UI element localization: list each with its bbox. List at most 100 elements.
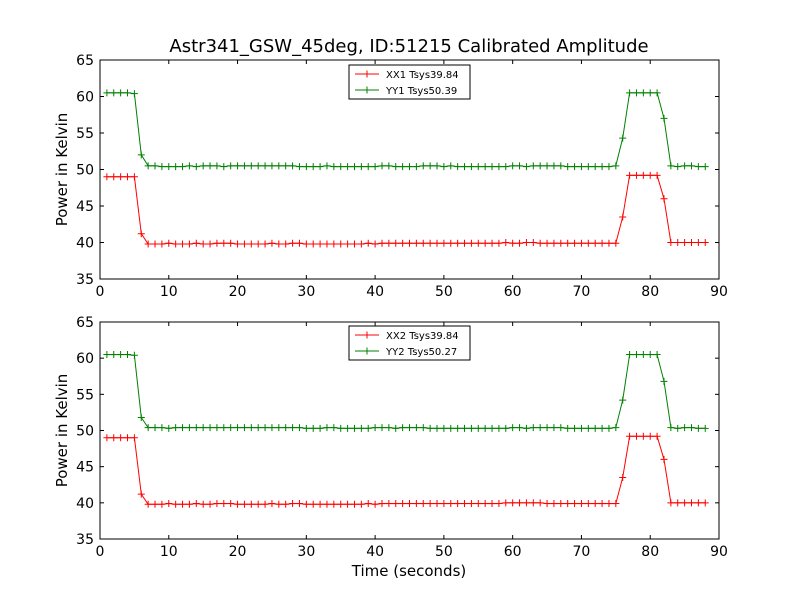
data-point [577, 424, 585, 432]
data-point [144, 240, 152, 248]
data-point [158, 500, 166, 508]
data-point [172, 163, 180, 171]
y-tick-label: 65 [76, 315, 94, 331]
data-point [130, 90, 138, 98]
data-point [536, 162, 544, 170]
data-point [626, 351, 634, 359]
data-point [289, 162, 297, 170]
data-point [323, 240, 331, 248]
series-line [106, 92, 706, 168]
data-point [268, 500, 276, 508]
data-point [130, 434, 138, 442]
data-point [605, 424, 613, 432]
x-tick-label: 20 [229, 284, 247, 300]
x-tick-label: 0 [96, 544, 105, 560]
data-point [667, 424, 675, 432]
data-point [584, 424, 592, 432]
data-point [632, 89, 640, 97]
data-point [275, 424, 283, 432]
data-point [124, 173, 132, 181]
data-point [605, 239, 613, 247]
chart-panel-2: 0 10 20 30 40 50 60 70 80 90 35 40 45 50 55 60 65 Power i… [53, 315, 728, 560]
data-point [694, 239, 702, 246]
data-point [240, 162, 248, 170]
data-point [213, 162, 221, 170]
data-point [681, 239, 689, 246]
data-point [454, 500, 462, 508]
data-point [364, 500, 372, 508]
data-point [639, 432, 647, 440]
data-point [144, 500, 152, 508]
data-point [213, 500, 221, 508]
data-point [137, 490, 145, 498]
x-tick-label: 0 [96, 284, 105, 300]
data-point [701, 499, 709, 507]
data-point [247, 424, 255, 432]
data-point [282, 240, 290, 248]
data-point [495, 424, 503, 432]
data-point [199, 240, 207, 248]
data-point [261, 500, 269, 508]
data-point [419, 239, 427, 247]
data-point [536, 239, 544, 247]
series-line [106, 435, 706, 505]
data-point [179, 240, 187, 248]
chart-title: Astr341_GSW_45deg, ID:51215 Calibrated A… [169, 36, 648, 57]
data-point [440, 239, 448, 247]
y-tick-label: 35 [76, 272, 94, 288]
data-point [412, 239, 420, 247]
data-point [646, 171, 654, 179]
data-point [412, 163, 420, 171]
data-point [344, 163, 352, 171]
data-point [399, 239, 407, 247]
data-point [543, 424, 551, 432]
data-point [295, 424, 303, 432]
data-point [467, 239, 475, 247]
data-point [344, 500, 352, 508]
data-point [447, 500, 455, 508]
data-point [536, 424, 544, 432]
data-point [701, 424, 709, 432]
data-point [137, 413, 145, 421]
legend-swatch-marker [363, 86, 371, 94]
data-point [124, 351, 132, 359]
data-point [454, 163, 462, 171]
data-point [687, 162, 695, 170]
data-point [543, 500, 551, 508]
y-tick-label: 45 [76, 199, 94, 215]
data-point [557, 500, 565, 508]
data-point [323, 424, 331, 432]
data-point [502, 499, 510, 507]
x-tick-label: 80 [641, 284, 659, 300]
y-tick-label: 35 [76, 532, 94, 548]
data-point [350, 424, 358, 432]
data-point [172, 424, 180, 432]
data-point [185, 500, 193, 508]
x-tick-label: 80 [641, 544, 659, 560]
data-point [165, 163, 173, 171]
data-point [103, 173, 111, 181]
x-tick-label: 10 [160, 544, 178, 560]
x-tick-label: 30 [297, 544, 315, 560]
data-point [488, 239, 496, 247]
data-point [316, 163, 324, 171]
data-point [467, 500, 475, 508]
data-point [275, 162, 283, 170]
data-point [254, 500, 262, 508]
data-point [282, 162, 290, 170]
data-point [385, 500, 393, 508]
data-point [371, 500, 379, 508]
data-point [440, 424, 448, 432]
y-tick-label: 60 [76, 90, 94, 106]
data-point [419, 500, 427, 508]
data-point [619, 474, 627, 482]
data-point [172, 240, 180, 248]
data-point [185, 240, 193, 248]
data-point [564, 500, 572, 508]
data-point [316, 240, 324, 248]
data-point [454, 239, 462, 247]
data-point [399, 424, 407, 432]
data-point [295, 500, 303, 508]
series-xx1 [103, 171, 709, 248]
data-point [378, 500, 386, 508]
